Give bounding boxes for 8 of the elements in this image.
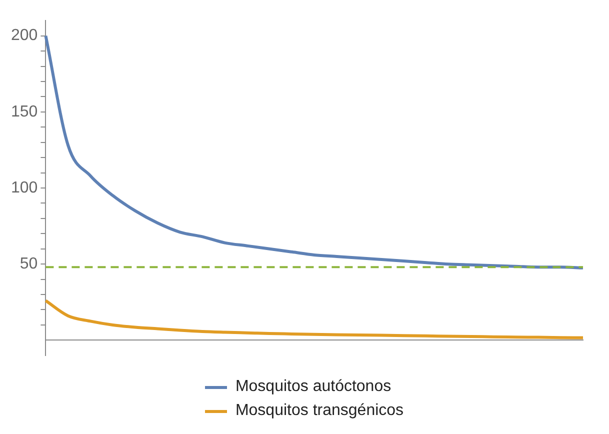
y-tick-label: 150 <box>10 103 38 120</box>
legend-label: Mosquitos transgénicos <box>235 402 404 420</box>
y-tick-label: 100 <box>10 179 38 196</box>
legend-label: Mosquitos autóctonos <box>235 378 392 396</box>
y-tick-label: 200 <box>10 27 38 44</box>
y-tick-label: 50 <box>20 255 38 272</box>
line-series <box>44 34 584 270</box>
line-series <box>44 299 584 340</box>
